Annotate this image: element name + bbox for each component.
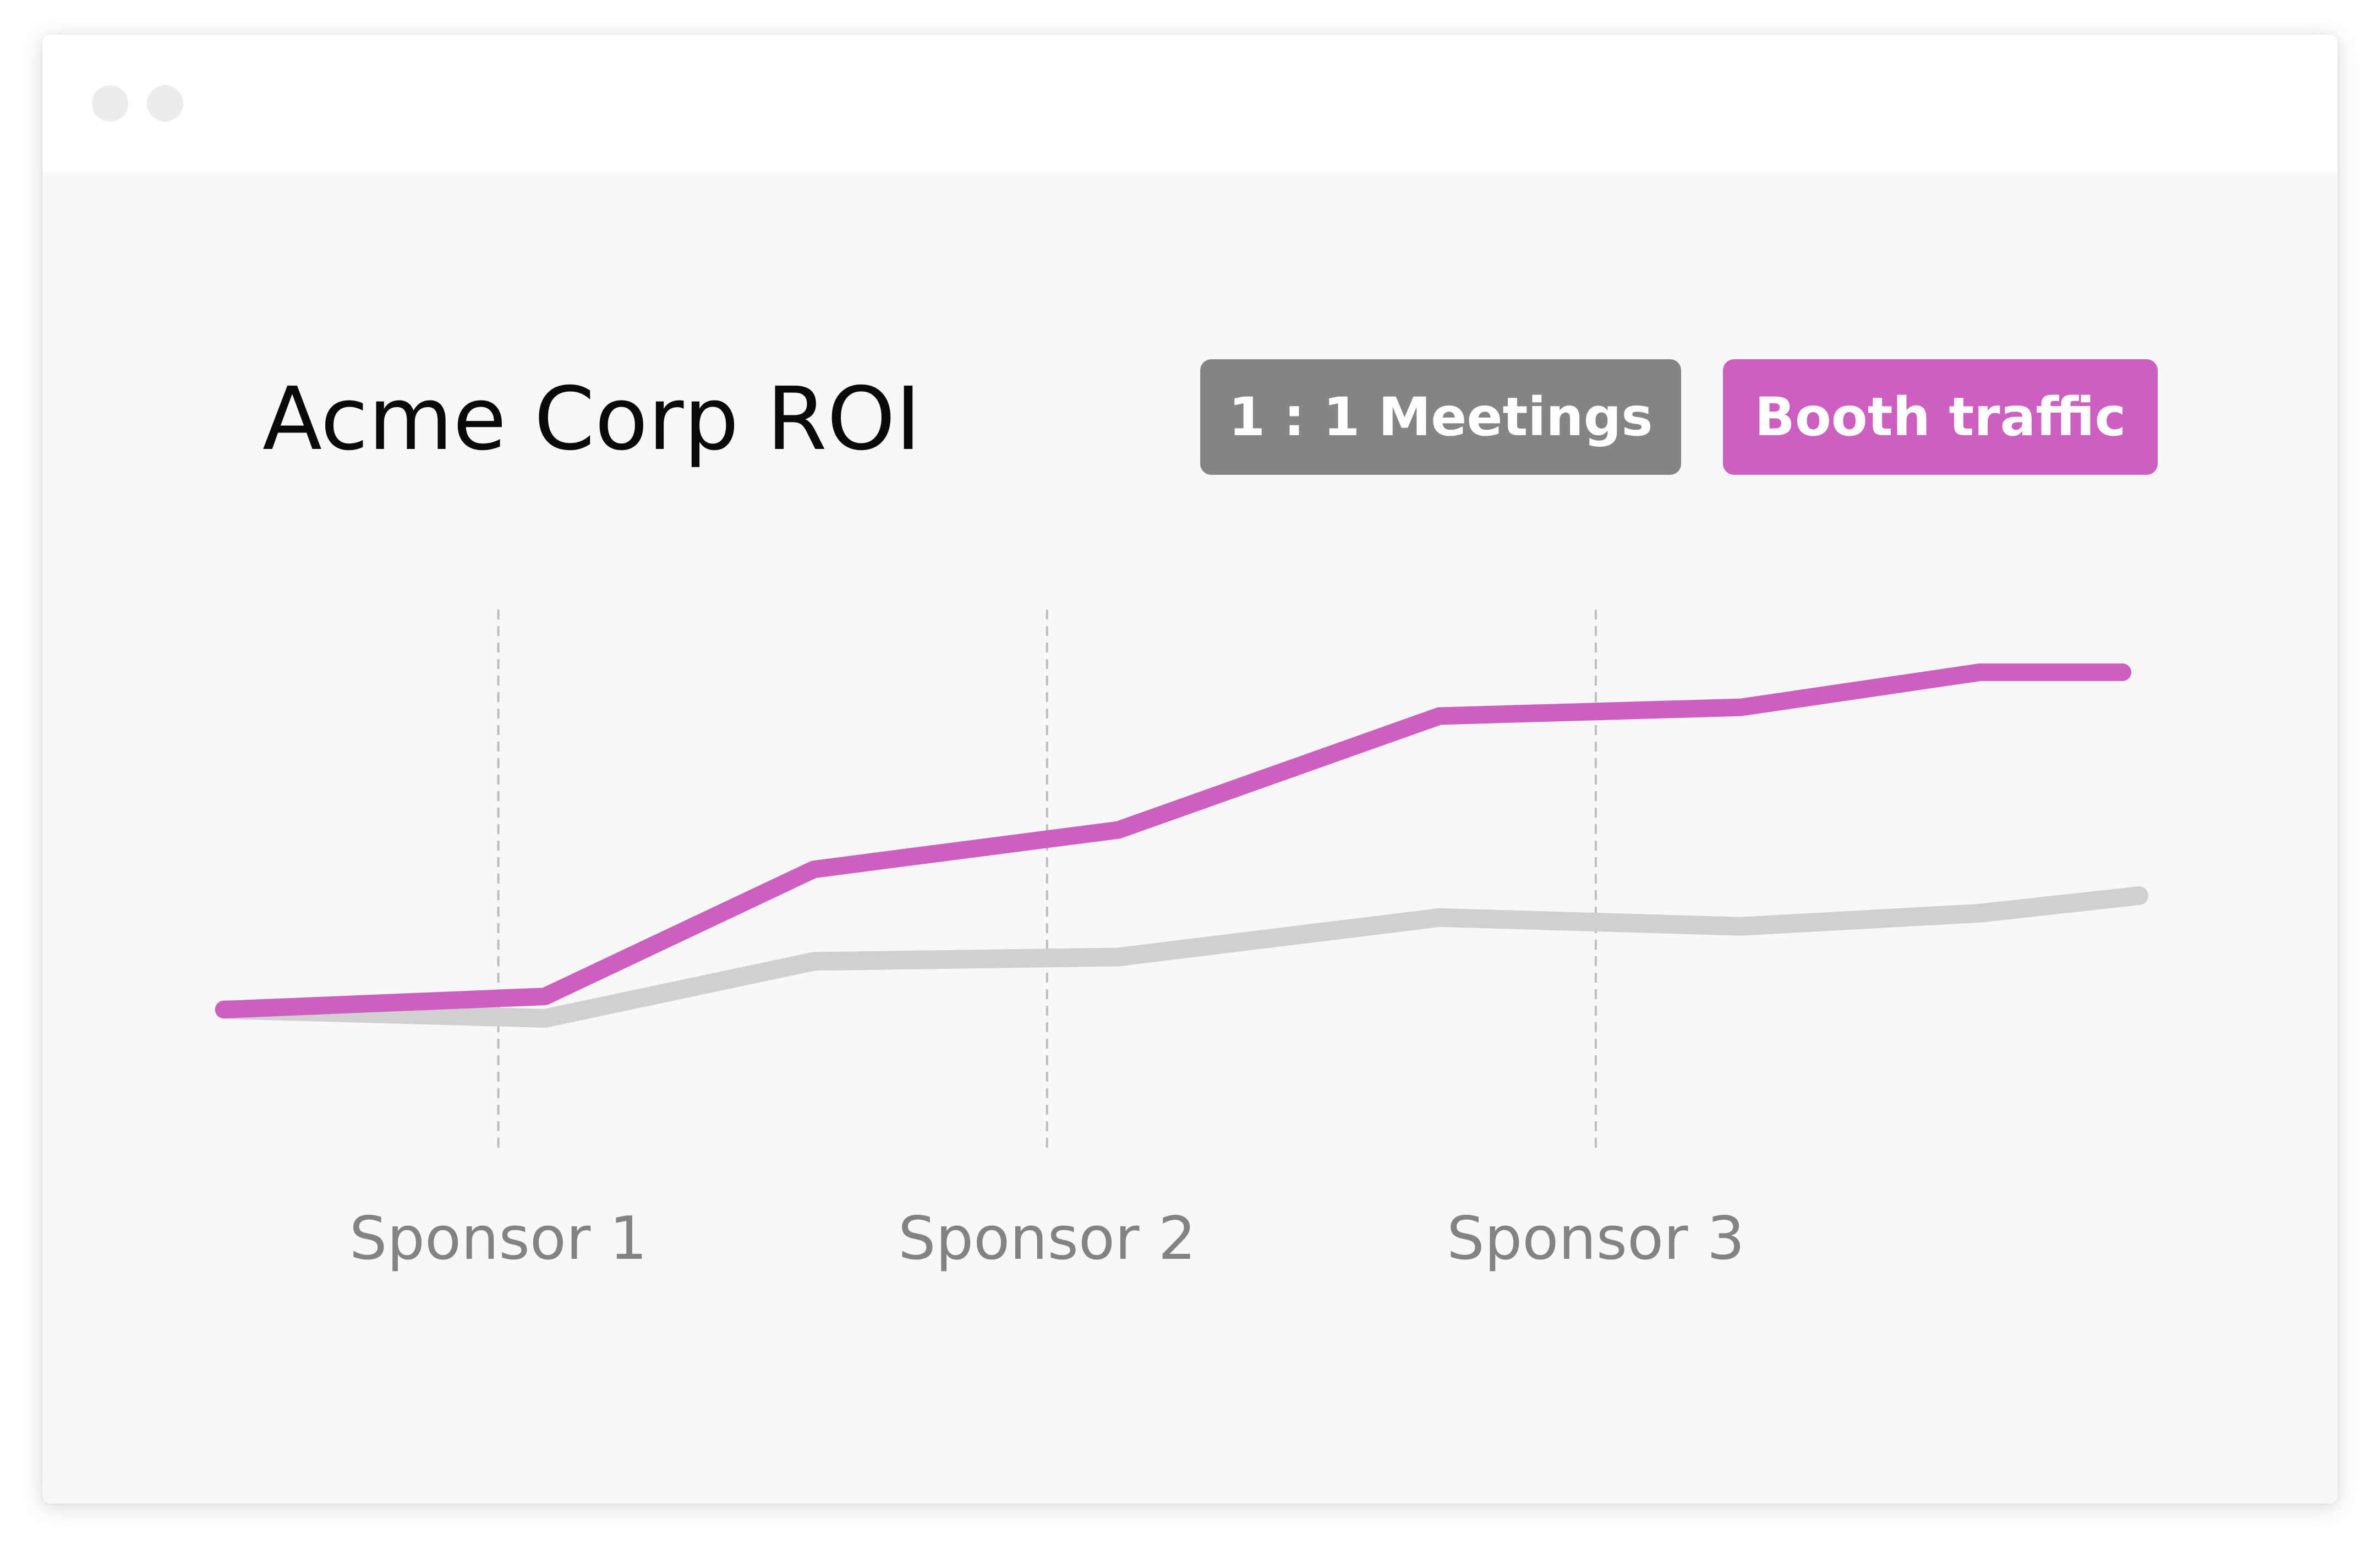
window-minimize-dot[interactable] <box>147 85 183 122</box>
chart-series <box>215 663 2149 1028</box>
x-tick-label-3: Sponsor 3 <box>1447 1204 1744 1273</box>
window-titlebar <box>42 35 2338 172</box>
line-chart: Sponsor 1 Sponsor 2 Sponsor 3 <box>215 610 2149 1273</box>
chart-title: Acme Corp ROI <box>262 369 921 470</box>
legend-meetings-button[interactable]: 1 : 1 Meetings <box>1200 359 1681 475</box>
app-window: Acme Corp ROI 1 : 1 Meetings Booth traff… <box>42 35 2338 1504</box>
window-close-dot[interactable] <box>92 85 128 122</box>
x-tick-label-2: Sponsor 2 <box>898 1204 1196 1273</box>
x-tick-label-1: Sponsor 1 <box>349 1204 647 1273</box>
series-line-meetings <box>215 886 2149 1028</box>
chart-grid <box>497 610 1597 1152</box>
chart-x-axis-labels: Sponsor 1 Sponsor 2 Sponsor 3 <box>349 1204 1745 1273</box>
legend-booth-traffic-button[interactable]: Booth traffic <box>1723 359 2158 475</box>
series-line-booth-traffic <box>215 663 2132 1018</box>
